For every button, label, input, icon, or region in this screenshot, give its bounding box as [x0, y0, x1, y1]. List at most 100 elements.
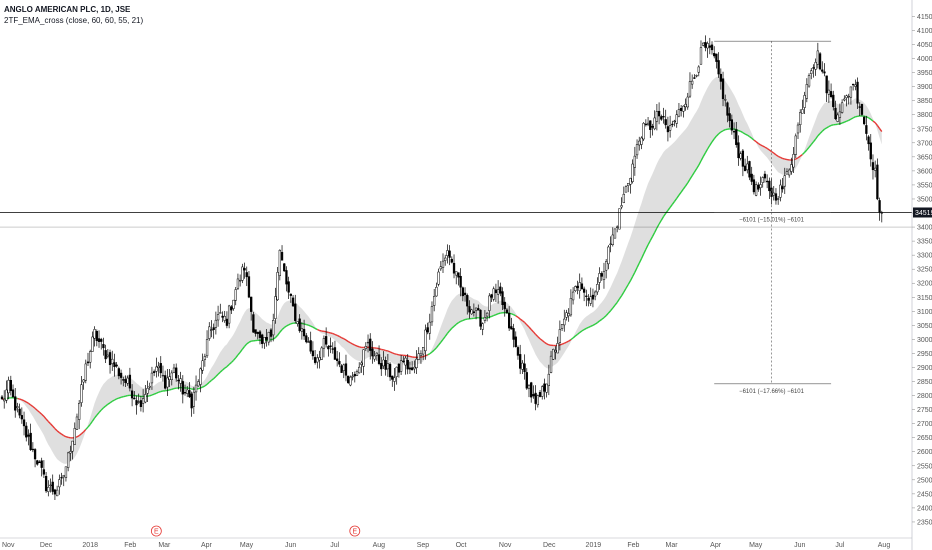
candle-body	[166, 377, 169, 388]
candle-body	[466, 295, 469, 307]
price-tick-label: 31000	[917, 309, 932, 316]
ema-slow-segment	[563, 341, 567, 344]
candle-body	[267, 331, 270, 343]
ema-slow-segment	[389, 351, 393, 354]
ema-slow-segment	[111, 399, 115, 402]
candle-body	[320, 347, 323, 360]
ema-cross-fill-area	[2, 76, 882, 464]
ema-slow-segment	[846, 119, 849, 122]
candle-body	[252, 314, 255, 333]
candle-body	[589, 296, 592, 304]
ema-slow-segment	[812, 138, 817, 143]
ema-slow-segment	[215, 373, 219, 377]
ema-slow-segment	[328, 331, 331, 334]
ema-slow-segment	[237, 351, 241, 356]
price-tick-label: 34000	[917, 225, 932, 232]
candle-body	[349, 376, 352, 386]
candle-body	[300, 328, 304, 332]
ema-slow-segment	[458, 320, 461, 324]
ema-slow-segment	[544, 341, 548, 345]
candle-body	[686, 96, 689, 108]
ema-slow-segment	[623, 287, 627, 293]
ema-slow-segment	[511, 313, 514, 316]
ema-slow-segment	[325, 331, 329, 334]
candle-body	[827, 89, 831, 95]
ema-slow-segment	[599, 318, 603, 322]
ema-slow-segment	[451, 325, 455, 329]
candle-body	[618, 208, 621, 230]
candle-body	[395, 366, 398, 377]
candle-body	[600, 273, 603, 277]
candle-body	[578, 282, 581, 292]
ema-slow-segment	[230, 359, 235, 364]
price-axis[interactable]: 23500 24000 24500 25000 25500 26000 26500 27000…	[911, 0, 932, 550]
candle-body	[516, 347, 520, 356]
ema-slow-segment	[446, 330, 451, 334]
indicator-label: 2TF_EMA_cross (close, 60, 60, 55, 21)	[4, 16, 144, 25]
candle-body	[329, 345, 332, 348]
candle-body	[29, 432, 32, 450]
candle-body	[216, 314, 220, 321]
ema-slow-segment	[330, 332, 333, 335]
candle-body	[18, 408, 21, 416]
ema-slow-segment	[270, 338, 274, 341]
ema-slow-segment	[638, 258, 643, 264]
ema-slow-segment	[310, 325, 314, 328]
ema-slow-segment	[804, 149, 808, 153]
candle-body	[58, 479, 61, 488]
ema-slow-segment	[204, 383, 208, 387]
candle-body	[16, 406, 19, 408]
candle-body	[393, 377, 396, 382]
candle-body	[580, 283, 584, 290]
price-tick-label: 37500	[917, 126, 932, 133]
candle-body	[194, 384, 198, 393]
ema-slow-segment	[149, 394, 153, 397]
candle-body	[710, 44, 714, 51]
candle-body	[287, 281, 290, 293]
time-axis[interactable]: Nov Dec 2018 Feb Mar Apr May Jun Jul Aug Sep Oct Nov…	[0, 537, 912, 549]
candle-body	[38, 461, 41, 463]
ema-slow-segment	[244, 343, 248, 347]
ema-slow-segment	[248, 340, 252, 343]
candle-body	[197, 381, 200, 387]
candle-body	[499, 286, 502, 294]
ema-slow-segment	[640, 253, 645, 260]
candle-body	[695, 75, 698, 77]
candle-body	[635, 144, 639, 156]
candle-body	[582, 288, 586, 293]
candle-body	[726, 102, 729, 116]
ema-slow-segment	[440, 338, 444, 343]
price-tick-label: 24500	[917, 491, 932, 498]
ema-slow-segment	[171, 387, 175, 390]
candle-body	[139, 400, 143, 407]
ema-slow-segment	[98, 409, 102, 414]
ema-slow-segment	[21, 399, 25, 402]
ema-slow-segment	[281, 327, 285, 331]
candle-body	[666, 126, 670, 133]
ema-slow-segment	[455, 322, 459, 325]
candle-body	[494, 289, 498, 294]
ema-slow-segment	[839, 122, 843, 125]
time-tick-label: Apr	[201, 542, 213, 549]
candle-body	[556, 343, 559, 354]
candle-body	[719, 73, 722, 82]
candle-body	[0, 396, 4, 400]
ema-slow-segment	[116, 397, 120, 400]
ema-slow-segment	[634, 267, 638, 273]
candle-body	[322, 338, 326, 349]
candle-body	[261, 334, 264, 344]
candle-body	[183, 392, 187, 394]
price-tick-label: 39500	[917, 70, 932, 77]
candle-body	[567, 313, 570, 317]
candle-body	[223, 316, 226, 321]
candle-body	[587, 298, 590, 301]
candle-body	[49, 484, 52, 487]
candle-body	[788, 169, 791, 176]
candle-body	[730, 119, 734, 131]
ema-slow-segment	[460, 319, 464, 323]
ema-slow-segment	[125, 394, 128, 397]
ema-slow-segment	[286, 324, 289, 327]
ema-slow-segment	[874, 122, 878, 126]
price-tick-label: 32000	[917, 281, 932, 288]
